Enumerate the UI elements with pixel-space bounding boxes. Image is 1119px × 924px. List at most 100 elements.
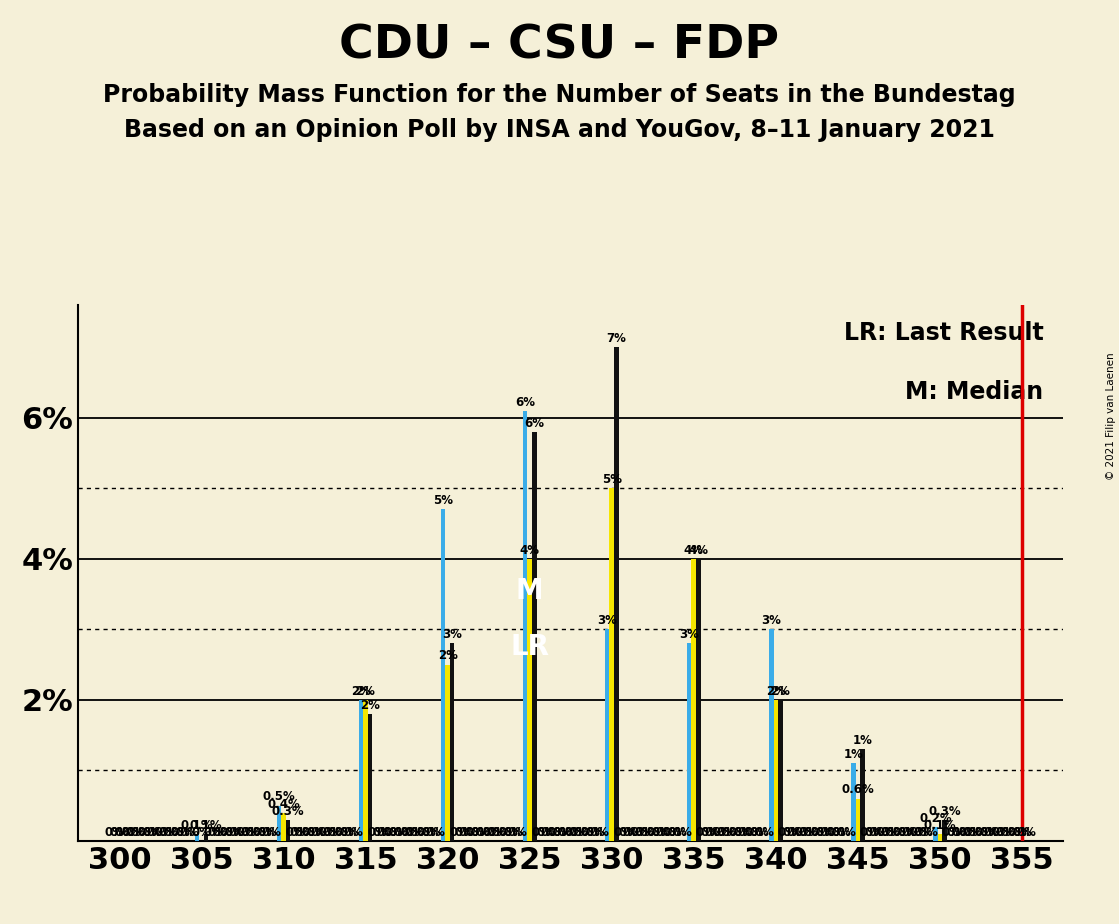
Text: 0%: 0%: [170, 826, 190, 839]
Bar: [285, 820, 290, 841]
Text: 0%: 0%: [1012, 826, 1032, 839]
Text: 0%: 0%: [979, 826, 999, 839]
Bar: [938, 833, 942, 841]
Text: 0%: 0%: [778, 826, 798, 839]
Text: 0%: 0%: [421, 826, 441, 839]
Text: 0%: 0%: [630, 826, 650, 839]
Text: 0%: 0%: [996, 826, 1016, 839]
Text: 0%: 0%: [262, 826, 282, 839]
Bar: [523, 410, 527, 841]
Text: 0%: 0%: [968, 826, 987, 839]
Text: © 2021 Filip van Laenen: © 2021 Filip van Laenen: [1107, 352, 1116, 480]
Text: 0%: 0%: [372, 826, 392, 839]
Text: 0%: 0%: [893, 826, 912, 839]
Text: 0%: 0%: [782, 826, 802, 839]
Text: 0%: 0%: [229, 826, 248, 839]
Text: 0%: 0%: [213, 826, 233, 839]
Text: 0%: 0%: [831, 826, 852, 839]
Text: 0%: 0%: [750, 826, 770, 839]
Text: 1%: 1%: [853, 734, 873, 747]
Text: 1%: 1%: [844, 748, 863, 761]
Text: 0.6%: 0.6%: [841, 784, 874, 796]
Text: 0%: 0%: [1000, 826, 1021, 839]
Text: 0%: 0%: [984, 826, 1004, 839]
Text: 0%: 0%: [105, 826, 124, 839]
Text: 0.5%: 0.5%: [263, 790, 295, 804]
Text: 0%: 0%: [564, 826, 584, 839]
Text: 0%: 0%: [716, 826, 736, 839]
Text: 0%: 0%: [491, 826, 511, 839]
Bar: [933, 827, 938, 841]
Text: 0%: 0%: [700, 826, 721, 839]
Text: 0%: 0%: [859, 826, 880, 839]
Text: 0%: 0%: [864, 826, 884, 839]
Bar: [204, 833, 208, 841]
Text: 0%: 0%: [147, 826, 167, 839]
Text: 5%: 5%: [602, 473, 622, 486]
Text: 0%: 0%: [476, 826, 495, 839]
Text: 0.4%: 0.4%: [267, 797, 300, 810]
Bar: [696, 559, 700, 841]
Text: 0%: 0%: [307, 826, 327, 839]
Text: 0.1%: 0.1%: [190, 819, 223, 832]
Text: 0%: 0%: [991, 826, 1010, 839]
Text: 5%: 5%: [433, 494, 453, 507]
Text: 0%: 0%: [548, 826, 567, 839]
Text: 0%: 0%: [876, 826, 896, 839]
Text: 0%: 0%: [951, 826, 971, 839]
Text: 2%: 2%: [356, 685, 376, 698]
Bar: [445, 664, 450, 841]
Text: 0%: 0%: [722, 826, 741, 839]
Text: 0%: 0%: [803, 826, 824, 839]
Bar: [773, 699, 778, 841]
Text: 0%: 0%: [159, 826, 179, 839]
Text: 0%: 0%: [613, 826, 633, 839]
Bar: [610, 488, 614, 841]
Text: 0%: 0%: [836, 826, 856, 839]
Text: 0%: 0%: [656, 826, 676, 839]
Text: 0%: 0%: [138, 826, 158, 839]
Text: 0%: 0%: [377, 826, 396, 839]
Text: 0.3%: 0.3%: [929, 805, 961, 818]
Text: Based on an Opinion Poll by INSA and YouGov, 8–11 January 2021: Based on an Opinion Poll by INSA and You…: [124, 118, 995, 142]
Bar: [368, 714, 373, 841]
Text: 0%: 0%: [142, 826, 162, 839]
Text: 0%: 0%: [820, 826, 839, 839]
Text: 0%: 0%: [224, 826, 244, 839]
Text: CDU – CSU – FDP: CDU – CSU – FDP: [339, 23, 780, 68]
Text: 2%: 2%: [360, 699, 380, 711]
Text: 0%: 0%: [180, 826, 199, 839]
Text: 0%: 0%: [339, 826, 359, 839]
Text: 0%: 0%: [384, 826, 404, 839]
Bar: [778, 699, 782, 841]
Text: 0%: 0%: [885, 826, 905, 839]
Text: 0%: 0%: [154, 826, 173, 839]
Text: 2%: 2%: [351, 685, 370, 698]
Text: 0%: 0%: [459, 826, 479, 839]
Bar: [450, 643, 454, 841]
Text: 4%: 4%: [688, 543, 708, 556]
Text: 0%: 0%: [581, 826, 601, 839]
Text: 0%: 0%: [121, 826, 141, 839]
Text: 0%: 0%: [897, 826, 918, 839]
Bar: [856, 798, 861, 841]
Text: LR: Last Result: LR: Last Result: [844, 321, 1043, 345]
Text: 0%: 0%: [318, 826, 338, 839]
Text: 0%: 0%: [302, 826, 321, 839]
Text: 0%: 0%: [241, 826, 261, 839]
Text: 0%: 0%: [508, 826, 528, 839]
Bar: [532, 432, 536, 841]
Text: 0%: 0%: [328, 826, 347, 839]
Text: 0%: 0%: [219, 826, 239, 839]
Text: 6%: 6%: [515, 395, 535, 408]
Text: 0%: 0%: [810, 826, 830, 839]
Text: 0%: 0%: [639, 826, 659, 839]
Bar: [441, 509, 445, 841]
Text: 0%: 0%: [204, 826, 223, 839]
Text: 0%: 0%: [651, 826, 671, 839]
Text: 0%: 0%: [410, 826, 430, 839]
Text: 0%: 0%: [110, 826, 130, 839]
Text: 0%: 0%: [388, 826, 408, 839]
Text: 0%: 0%: [712, 826, 732, 839]
Text: 2%: 2%: [771, 685, 790, 698]
